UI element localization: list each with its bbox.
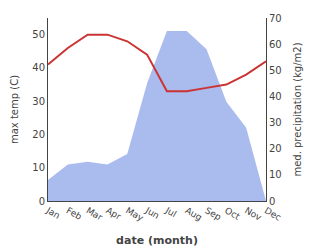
svg-text:0: 0 (39, 196, 45, 207)
svg-text:date (month): date (month) (116, 234, 198, 247)
svg-text:Jun: Jun (143, 205, 161, 221)
svg-text:70: 70 (269, 13, 282, 24)
svg-text:40: 40 (269, 91, 282, 102)
svg-text:60: 60 (269, 39, 282, 50)
svg-text:Sep: Sep (203, 205, 223, 222)
svg-text:Apr: Apr (104, 205, 123, 222)
svg-text:Nov: Nov (243, 205, 264, 223)
svg-text:May: May (124, 205, 146, 223)
svg-text:Aug: Aug (183, 205, 203, 222)
svg-text:med. precipitation (kg/m2): med. precipitation (kg/m2) (292, 42, 303, 176)
svg-text:20: 20 (32, 129, 45, 140)
svg-text:Mar: Mar (84, 205, 104, 222)
svg-text:Dec: Dec (263, 205, 283, 222)
svg-text:Feb: Feb (65, 205, 84, 222)
svg-text:Jan: Jan (44, 205, 62, 221)
svg-text:50: 50 (32, 29, 45, 40)
svg-text:50: 50 (269, 65, 282, 76)
svg-text:0: 0 (269, 196, 275, 207)
svg-text:Oct: Oct (223, 205, 242, 222)
svg-text:40: 40 (32, 62, 45, 73)
svg-text:Jul: Jul (163, 205, 178, 220)
svg-text:20: 20 (269, 143, 282, 154)
svg-text:30: 30 (269, 117, 282, 128)
svg-text:10: 10 (269, 169, 282, 180)
svg-text:10: 10 (32, 162, 45, 173)
svg-text:30: 30 (32, 96, 45, 107)
svg-text:max temp (C): max temp (C) (9, 75, 20, 144)
